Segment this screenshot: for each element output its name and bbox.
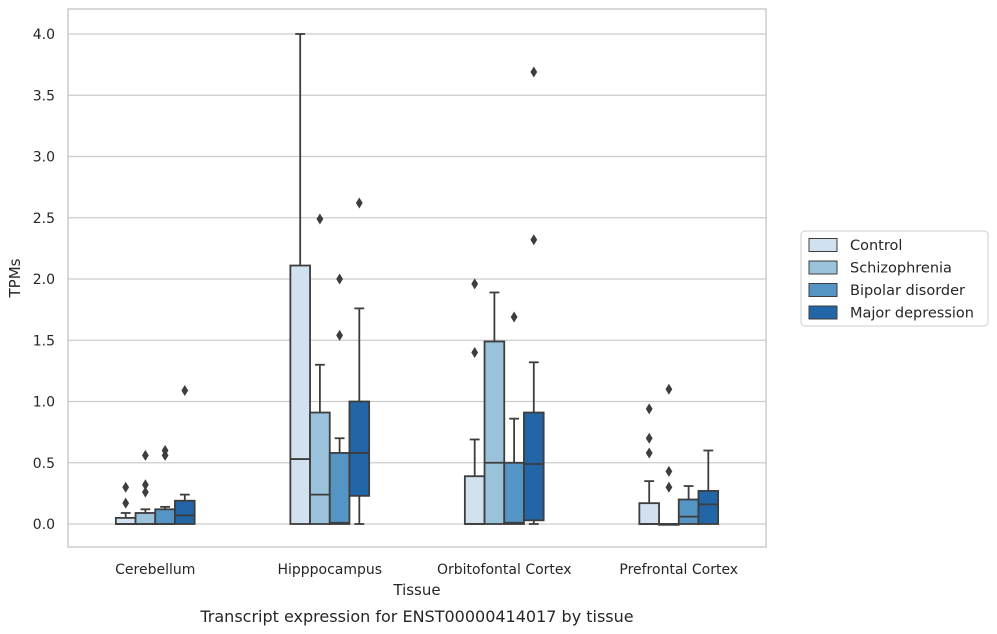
legend-label: Major depression xyxy=(850,306,974,322)
outlier-point xyxy=(336,273,343,285)
outlier-point xyxy=(161,445,169,456)
outlier-point xyxy=(645,403,653,415)
outlier-point xyxy=(530,66,538,78)
box-body xyxy=(677,498,700,525)
box-element xyxy=(523,66,545,525)
outlier-point xyxy=(142,486,149,498)
plot-frame xyxy=(67,8,767,548)
outlier-point xyxy=(142,449,149,461)
outlier-point xyxy=(316,213,324,225)
legend-swatch xyxy=(808,260,838,275)
x-tick-labels: Cerebellum Hipppocampus Orbitofontal Corte… xyxy=(115,562,738,578)
y-tick-label: 4.0 xyxy=(33,27,55,43)
box-element xyxy=(483,291,506,525)
grid-lines xyxy=(68,33,766,525)
box-body xyxy=(174,499,196,525)
legend-frame xyxy=(800,230,989,327)
y-tick-label: 0.0 xyxy=(33,517,55,533)
outlier-point xyxy=(665,383,673,395)
legend-swatch xyxy=(808,238,838,252)
box-element xyxy=(348,197,371,525)
y-tick-label: 1.5 xyxy=(33,333,55,349)
x-tick-label: Hipppocampus xyxy=(277,562,382,578)
box-body xyxy=(463,475,486,525)
box-body xyxy=(638,502,660,525)
outlier-point xyxy=(645,432,653,444)
outlier-point xyxy=(122,497,130,509)
legend-swatch xyxy=(808,305,838,320)
box-body xyxy=(503,461,525,525)
y-tick-label: 2.5 xyxy=(33,211,55,227)
box-body xyxy=(309,411,331,525)
box-body xyxy=(154,508,176,525)
box-body xyxy=(328,452,351,525)
legend-label: Schizophrenia xyxy=(850,261,952,277)
y-tick-label: 0.5 xyxy=(33,456,55,472)
outlier-point xyxy=(181,384,189,396)
y-tick-label: 3.0 xyxy=(33,150,55,166)
box-element xyxy=(154,445,176,525)
legend-label: Control xyxy=(850,238,902,254)
x-axis-title: Tissue xyxy=(392,581,440,599)
legend-swatch xyxy=(808,283,838,297)
boxes-layer xyxy=(114,33,720,526)
chart-caption: Transcript expression for ENST0000041401… xyxy=(199,607,633,626)
box-body xyxy=(289,264,311,525)
box-element xyxy=(463,278,486,525)
y-tick-labels: 0.0 0.5 1.0 1.5 2.0 2.5 3.0 3.5 4.0 xyxy=(33,27,55,533)
y-tick-label: 2.0 xyxy=(33,272,55,288)
box-body xyxy=(348,400,371,497)
box-body xyxy=(523,411,545,522)
box-element xyxy=(174,384,196,525)
box-body xyxy=(697,490,720,525)
plot-background xyxy=(68,9,766,547)
x-tick-label: Orbitofontal Cortex xyxy=(437,562,572,578)
y-tick-label: 1.0 xyxy=(33,395,55,411)
outlier-point xyxy=(122,481,130,493)
outlier-point xyxy=(336,329,343,341)
outlier-point xyxy=(510,311,518,323)
outlier-point xyxy=(645,447,653,459)
outlier-point xyxy=(142,479,149,491)
box-body xyxy=(114,516,137,525)
outlier-point xyxy=(471,278,479,290)
x-tick-label: Prefrontal Cortex xyxy=(619,562,738,578)
box-element xyxy=(638,403,660,525)
box-body xyxy=(134,512,157,525)
outlier-point xyxy=(471,347,479,358)
box-body xyxy=(483,340,506,525)
box-element xyxy=(309,213,331,525)
box-element xyxy=(134,449,157,525)
outlier-point xyxy=(665,481,673,493)
outlier-point xyxy=(355,197,363,209)
legend: Control Schizophrenia Bipolar disorder Majo… xyxy=(800,230,989,327)
y-tick-label: 3.5 xyxy=(33,88,55,104)
outlier-point xyxy=(530,234,538,246)
y-axis-title: TPMs xyxy=(6,258,24,298)
box-element xyxy=(289,33,311,525)
legend-label: Bipolar disorder xyxy=(850,283,965,299)
outlier-point xyxy=(665,465,673,477)
box-element xyxy=(697,449,720,525)
x-tick-label: Cerebellum xyxy=(115,562,195,578)
